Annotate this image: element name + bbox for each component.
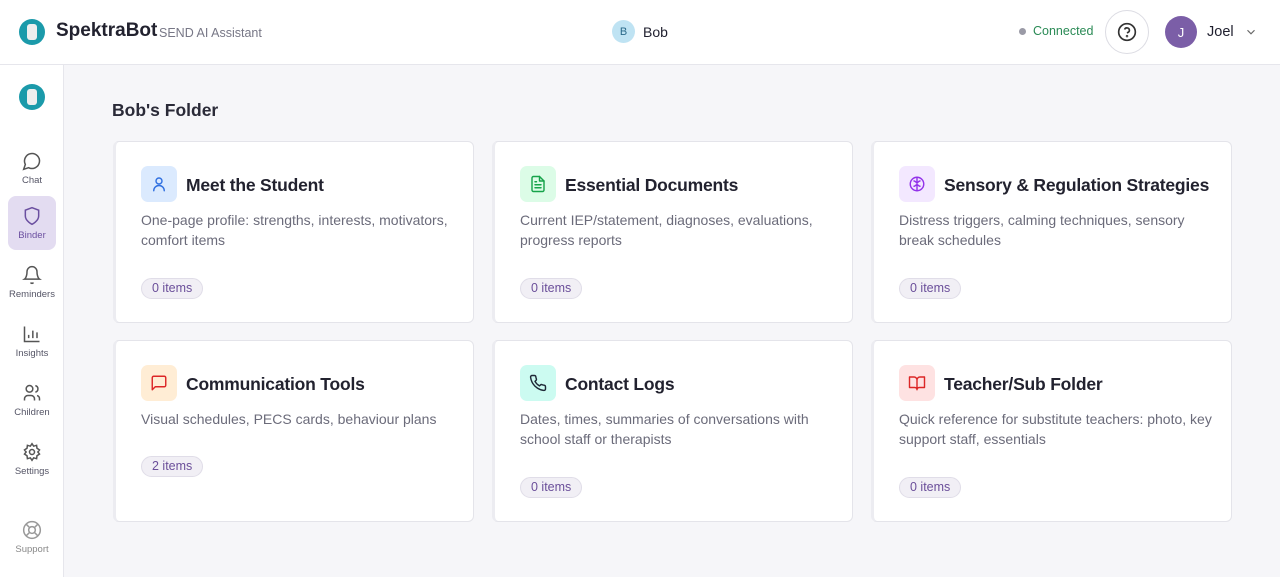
phone-icon (529, 374, 547, 392)
card-title: Sensory & Regulation Strategies (944, 175, 1210, 195)
card-icon-box (899, 166, 935, 202)
sidebar-label: Reminders (9, 288, 55, 300)
page-title: Bob's Folder (112, 100, 219, 120)
brand-name: SpektraBot (56, 20, 158, 41)
folder-card[interactable]: Essential Documents Current IEP/statemen… (492, 141, 853, 323)
student-name: Bob (643, 23, 668, 40)
question-icon (1117, 22, 1137, 42)
bell-icon (22, 265, 42, 284)
sidebar-item-children[interactable]: Children (8, 373, 56, 427)
chevron-down-icon (1246, 29, 1255, 35)
item-count-badge: 0 items (141, 278, 204, 299)
card-icon-box (141, 365, 177, 401)
sidebar-label: Insights (15, 347, 49, 359)
sidebar-logo (19, 84, 45, 110)
card-icon-box (520, 365, 556, 401)
folder-card[interactable]: Contact Logs Dates, times, summaries of … (492, 340, 853, 522)
card-icon-box (899, 365, 935, 401)
bar-chart-icon (23, 326, 40, 342)
top-header: SpektraBot SEND AI Assistant B Bob Conne… (0, 0, 1280, 65)
users-icon (23, 384, 41, 400)
item-count-badge: 2 items (141, 456, 204, 477)
sidebar-item-support[interactable]: Support (8, 510, 56, 564)
status-dot (1019, 27, 1026, 35)
connection-status: Connected (1019, 24, 1093, 38)
book-icon (908, 376, 926, 391)
item-count-badge: 0 items (899, 278, 962, 299)
brand-subtitle: SEND AI Assistant (159, 26, 262, 40)
current-student[interactable]: B Bob (612, 20, 668, 43)
sidebar-item-reminders[interactable]: Reminders (8, 255, 56, 309)
card-description: Distress triggers, calming techniques, s… (899, 212, 1185, 248)
sidebar-item-binder[interactable]: Binder (8, 196, 56, 250)
spektrabot-logo (19, 19, 45, 45)
card-description: Visual schedules, PECS cards, behaviour … (141, 411, 437, 427)
folder-card[interactable]: Meet the Student One-page profile: stren… (113, 141, 474, 323)
sidebar-item-insights[interactable]: Insights (8, 314, 56, 368)
item-count-badge: 0 items (899, 477, 962, 498)
help-button[interactable] (1105, 10, 1149, 54)
chat-icon (22, 152, 41, 171)
sidebar: Chat Binder Reminders Insights Children … (0, 65, 64, 577)
card-description: Quick reference for substitute teachers:… (899, 411, 1212, 447)
card-description: Current IEP/statement, diagnoses, evalua… (520, 212, 813, 248)
folder-card[interactable]: Sensory & Regulation Strategies Distress… (871, 141, 1232, 323)
card-icon-box (520, 166, 556, 202)
user-menu[interactable]: J Joel (1165, 16, 1258, 48)
card-title: Contact Logs (565, 374, 675, 394)
sidebar-label: Chat (21, 174, 43, 186)
item-count-badge: 0 items (520, 278, 583, 299)
status-text: Connected (1033, 24, 1094, 38)
sidebar-label: Children (14, 406, 50, 418)
sidebar-label: Binder (18, 229, 46, 241)
sidebar-label: Settings (14, 465, 50, 477)
sidebar-item-settings[interactable]: Settings (8, 432, 56, 486)
folder-card[interactable]: Teacher/Sub Folder Quick reference for s… (871, 340, 1232, 522)
card-icon-box (141, 166, 177, 202)
brain-icon (909, 176, 925, 192)
user-name: Joel (1207, 24, 1234, 40)
document-icon (531, 175, 545, 193)
sidebar-item-chat[interactable]: Chat (8, 141, 56, 195)
item-count-badge: 0 items (520, 477, 583, 498)
card-description: One-page profile: strengths, interests, … (141, 212, 448, 248)
user-avatar: J (1165, 16, 1197, 48)
card-title: Communication Tools (186, 374, 365, 394)
card-title: Meet the Student (186, 175, 324, 195)
folder-card[interactable]: Communication Tools Visual schedules, PE… (113, 340, 474, 522)
gear-icon (23, 441, 41, 462)
sidebar-label: Support (15, 543, 49, 555)
card-title: Essential Documents (565, 175, 739, 195)
card-description: Dates, times, summaries of conversations… (520, 411, 809, 447)
student-avatar: B (612, 20, 635, 43)
card-title: Teacher/Sub Folder (944, 374, 1103, 394)
message-icon (151, 375, 167, 391)
shield-icon (24, 206, 40, 225)
user-icon (153, 177, 165, 192)
lifebuoy-icon (22, 520, 42, 539)
